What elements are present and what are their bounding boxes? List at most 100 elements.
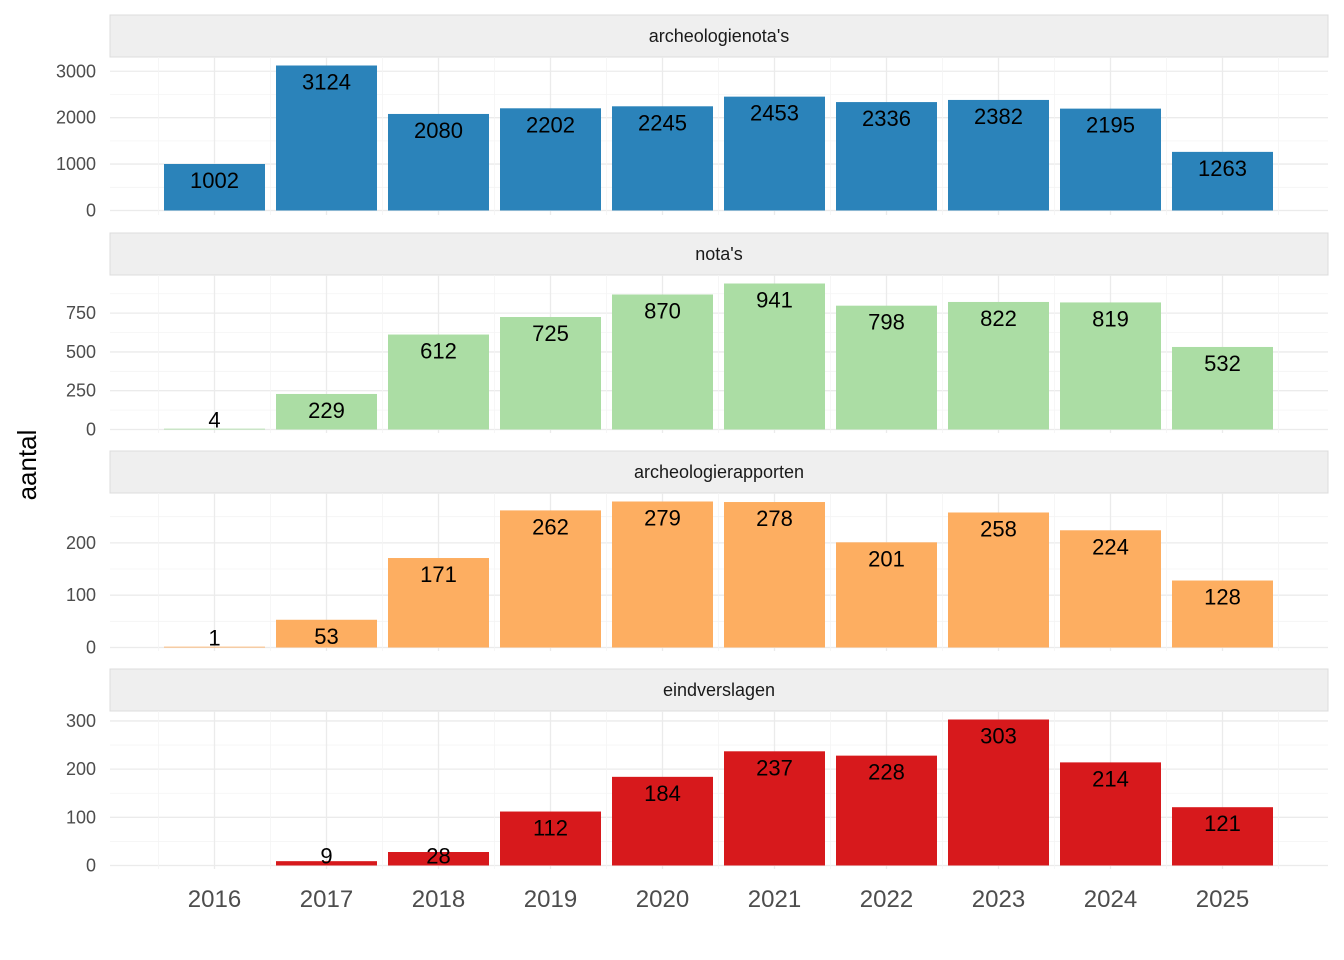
bar [1060, 762, 1161, 866]
bar [276, 619, 377, 648]
data-label: 2382 [974, 104, 1023, 129]
data-label: 2080 [414, 118, 463, 143]
data-label: 128 [1204, 585, 1241, 610]
data-label: 224 [1092, 534, 1129, 559]
data-label: 229 [308, 398, 345, 423]
y-tick-label: 0 [86, 638, 96, 658]
bar [724, 283, 825, 430]
y-tick-label: 2000 [56, 108, 96, 128]
data-label: 53 [314, 624, 338, 649]
y-tick-label: 200 [66, 759, 96, 779]
data-label: 2453 [750, 101, 799, 126]
facet-strip [109, 232, 1329, 276]
bar [388, 852, 489, 866]
facet-strip [109, 450, 1329, 494]
bar [724, 96, 825, 211]
y-tick-label: 1000 [56, 154, 96, 174]
data-label: 112 [533, 816, 568, 841]
data-label: 798 [868, 310, 905, 335]
y-tick-label: 750 [66, 303, 96, 323]
bar [164, 428, 265, 430]
facet-strip [109, 14, 1329, 58]
data-label: 2336 [862, 106, 911, 131]
bar [724, 502, 825, 648]
data-label: 279 [644, 506, 681, 531]
bar [388, 113, 489, 211]
bar [500, 108, 601, 211]
bar [612, 106, 713, 211]
y-tick-label: 200 [66, 533, 96, 553]
data-label: 214 [1092, 766, 1129, 791]
y-tick-label: 100 [66, 807, 96, 827]
facet-title: archeologierapporten [634, 462, 804, 482]
bar [1172, 807, 1273, 866]
data-label: 9 [320, 844, 332, 869]
bar [500, 811, 601, 866]
data-label: 184 [644, 781, 681, 806]
data-label: 4 [208, 408, 220, 433]
data-label: 278 [756, 506, 793, 531]
x-tick-label: 2018 [412, 886, 465, 913]
bar [1060, 108, 1161, 211]
data-label: 2245 [638, 110, 687, 135]
data-label: 258 [980, 516, 1017, 541]
x-tick-label: 2019 [524, 886, 577, 913]
x-tick-label: 2016 [188, 886, 241, 913]
panel-1: nota's 0 250 500 750 4 229 612 725 870 941 798 822 81… [66, 232, 1329, 440]
facet-title: archeologienota's [649, 26, 790, 46]
data-label: 303 [980, 724, 1017, 749]
data-label: 1263 [1198, 156, 1247, 181]
bar [500, 510, 601, 648]
x-tick-label: 2021 [748, 886, 801, 913]
y-tick-label: 0 [86, 856, 96, 876]
x-tick-label: 2020 [636, 886, 689, 913]
x-tick-label: 2023 [972, 886, 1025, 913]
x-tick-label: 2025 [1196, 886, 1249, 913]
bar [276, 393, 377, 430]
data-label: 121 [1204, 811, 1241, 836]
y-tick-label: 100 [66, 585, 96, 605]
y-tick-label: 0 [86, 201, 96, 221]
bar [948, 301, 1049, 430]
bar [164, 163, 265, 211]
y-tick-label: 0 [86, 420, 96, 440]
bar [836, 755, 937, 866]
x-tick-label: 2017 [300, 886, 353, 913]
bar [276, 65, 377, 211]
data-label: 228 [868, 760, 905, 785]
bar [612, 776, 713, 866]
data-label: 822 [980, 306, 1017, 331]
panel-2: archeologierapporten 0 100 200 1 53 171 262 279 2… [66, 450, 1329, 658]
bar [836, 102, 937, 211]
data-label: 2202 [526, 112, 575, 137]
bar [500, 317, 601, 430]
bar [388, 334, 489, 430]
panel-3: eindverslagen 0 100 200 300 9 28 112 184 237 228 30… [66, 668, 1329, 876]
data-label: 171 [420, 562, 457, 587]
data-label: 725 [532, 321, 569, 346]
bar [836, 542, 937, 648]
y-axis-label: aantal [12, 430, 42, 501]
bar [948, 719, 1049, 866]
y-tick-label: 250 [66, 381, 96, 401]
bar [1172, 580, 1273, 648]
data-label: 870 [644, 299, 681, 324]
data-label: 941 [756, 288, 793, 313]
bar [388, 558, 489, 648]
bar [1172, 346, 1273, 430]
bar [612, 501, 713, 648]
bar [948, 99, 1049, 211]
y-tick-label: 300 [66, 711, 96, 731]
bar [1172, 151, 1273, 211]
data-label: 28 [426, 844, 450, 869]
facet-title: nota's [695, 244, 742, 264]
bar [948, 512, 1049, 648]
data-label: 201 [868, 546, 905, 571]
bar [1060, 302, 1161, 430]
data-label: 532 [1204, 351, 1241, 376]
data-label: 262 [532, 514, 569, 539]
y-tick-label: 500 [66, 342, 96, 362]
bar [836, 305, 937, 430]
data-label: 819 [1092, 306, 1129, 331]
